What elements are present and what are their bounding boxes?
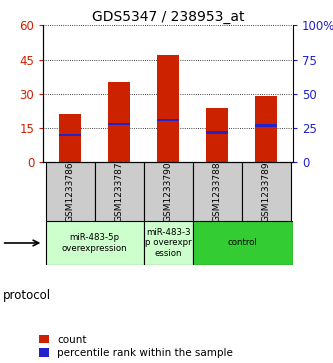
Text: miR-483-3
p overexpr
ession: miR-483-3 p overexpr ession (145, 228, 191, 258)
Title: GDS5347 / 238953_at: GDS5347 / 238953_at (92, 11, 244, 24)
Text: GSM1233787: GSM1233787 (115, 161, 124, 222)
Bar (206, 131, 228, 134)
Bar (46, 221, 144, 265)
Text: GSM1233788: GSM1233788 (213, 161, 222, 222)
Bar (242, 162, 291, 221)
Bar (144, 162, 193, 221)
Bar (255, 124, 277, 127)
Bar (95, 162, 144, 221)
Bar (59, 114, 81, 162)
Bar (157, 55, 179, 162)
Bar (108, 123, 130, 125)
Text: GSM1233790: GSM1233790 (164, 161, 173, 222)
Bar (108, 82, 130, 162)
Bar (193, 221, 293, 265)
Legend: count, percentile rank within the sample: count, percentile rank within the sample (39, 335, 233, 358)
Bar (144, 221, 193, 265)
Bar (46, 162, 95, 221)
Bar (193, 162, 242, 221)
Text: miR-483-5p
overexpression: miR-483-5p overexpression (62, 233, 128, 253)
Text: GSM1233786: GSM1233786 (66, 161, 75, 222)
Bar (255, 96, 277, 162)
Text: GSM1233789: GSM1233789 (262, 161, 271, 222)
Text: control: control (228, 238, 258, 248)
Bar (59, 134, 81, 136)
Bar (206, 107, 228, 162)
Bar (157, 118, 179, 121)
Text: protocol: protocol (3, 289, 52, 302)
